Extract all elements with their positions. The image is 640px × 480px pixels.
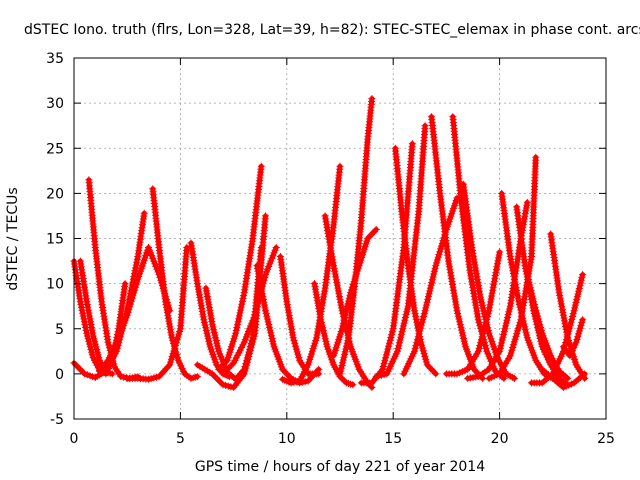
chart-title: dSTEC Iono. truth (flrs, Lon=328, Lat=39… [24, 22, 640, 38]
series-line [280, 163, 343, 386]
x-tick-label: 5 [176, 431, 185, 447]
series-arc-14 [276, 253, 323, 378]
y-tick-label: 30 [46, 96, 64, 112]
x-tick-labels: 0 5 10 15 20 25 [70, 431, 615, 447]
y-axis-label: dSTEC / TECUs [5, 187, 21, 290]
series-markers [442, 248, 504, 378]
y-tick-label: 25 [46, 141, 64, 157]
series-arc-06 [123, 244, 191, 383]
series-arc-24 [428, 113, 487, 382]
series-arc-07 [149, 185, 201, 382]
plot-series [70, 95, 589, 391]
series-markers [123, 244, 191, 383]
series-markers [498, 189, 557, 382]
series-arc-22 [391, 144, 440, 378]
series-arc-32 [521, 262, 572, 382]
series-arc-03 [76, 257, 116, 378]
series-markers [330, 226, 380, 360]
series-arc-27 [442, 248, 504, 378]
x-tick-label: 0 [70, 431, 79, 447]
x-tick-label: 25 [597, 431, 615, 447]
series-markers [428, 113, 487, 382]
series-markers [311, 280, 357, 389]
y-tick-labels: -5 0 5 10 15 20 25 30 35 [46, 51, 64, 428]
x-tick-label: 15 [384, 431, 402, 447]
series-markers [521, 262, 572, 382]
series-arc-10 [215, 162, 265, 373]
series-arc-29 [485, 153, 540, 382]
series-markers [76, 257, 116, 378]
series-arc-25 [449, 113, 508, 382]
y-tick-label: 35 [46, 51, 64, 67]
series-line [450, 114, 507, 381]
y-tick-label: 20 [46, 186, 64, 202]
series-line [358, 141, 415, 386]
y-tick-label: -5 [50, 412, 64, 428]
series-markers [559, 316, 587, 360]
series-arc-16 [311, 280, 357, 389]
y-tick-label: 10 [46, 277, 64, 293]
series-arc-35 [538, 365, 589, 391]
axis-ticks [73, 57, 607, 420]
series-arc-19 [330, 226, 380, 360]
series-markers [276, 253, 323, 378]
series-arc-36 [559, 316, 587, 360]
series-markers [449, 113, 508, 382]
x-axis-label: GPS time / hours of day 221 of year 2014 [195, 459, 485, 475]
y-tick-label: 5 [55, 322, 64, 338]
y-tick-label: 15 [46, 232, 64, 248]
series-markers [538, 365, 589, 391]
series-markers [253, 262, 323, 387]
series-markers [215, 162, 265, 373]
y-tick-label: 0 [55, 367, 64, 383]
x-tick-label: 10 [278, 431, 296, 447]
series-markers [149, 185, 201, 382]
series-arc-13 [253, 262, 323, 387]
x-tick-label: 20 [491, 431, 509, 447]
